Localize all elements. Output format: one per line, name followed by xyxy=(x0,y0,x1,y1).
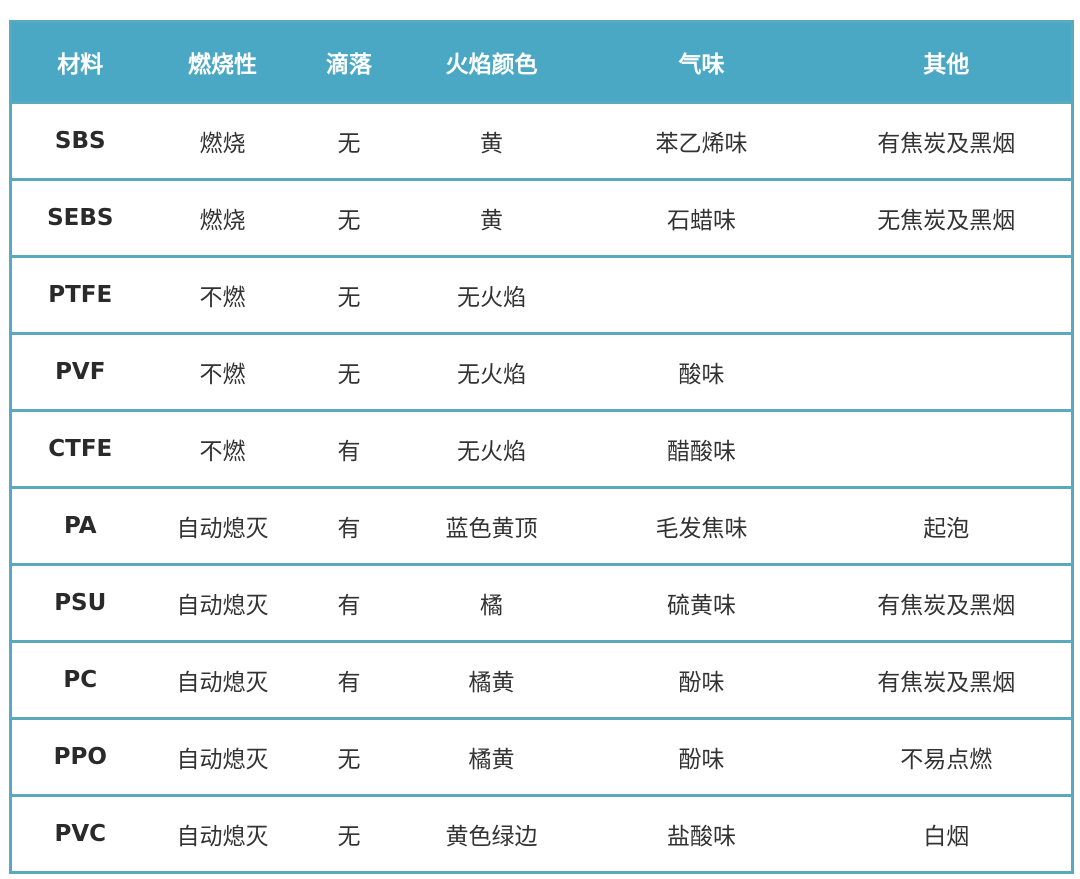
cell-dripping: 有 xyxy=(296,409,402,488)
cell-material: PPO xyxy=(10,717,149,796)
cell-material: PVC xyxy=(10,794,149,873)
cell-other: 有焦炭及黑烟 xyxy=(821,640,1073,719)
cell-material: SBS xyxy=(10,101,149,180)
cell-other: 白烟 xyxy=(821,794,1073,873)
column-header-flame-color: 火焰颜色 xyxy=(401,21,582,103)
table-row: PTFE 不燃无无火焰 xyxy=(10,255,1073,334)
cell-material: SEBS xyxy=(10,178,149,257)
table-row: PSU 自动熄灭有橘硫黄味 有焦炭及黑烟 xyxy=(10,563,1073,642)
cell-flame-color: 黄 xyxy=(401,101,582,180)
cell-odor: 石蜡味 xyxy=(581,178,822,257)
cell-flame-color: 无火焰 xyxy=(401,332,582,411)
cell-other: 有焦炭及黑烟 xyxy=(821,563,1073,642)
cell-dripping: 无 xyxy=(296,101,402,180)
cell-dripping: 无 xyxy=(296,332,402,411)
cell-flammability: 燃烧 xyxy=(148,101,297,180)
cell-other: 起泡 xyxy=(821,486,1073,565)
cell-flame-color: 黄色绿边 xyxy=(401,794,582,873)
cell-odor: 醋酸味 xyxy=(581,409,822,488)
column-header-other: 其他 xyxy=(821,21,1073,103)
cell-flame-color: 无火焰 xyxy=(401,409,582,488)
column-header-dripping: 滴落 xyxy=(296,21,402,103)
cell-flammability: 燃烧 xyxy=(148,178,297,257)
cell-other: 有焦炭及黑烟 xyxy=(821,101,1073,180)
table-row: PVF 不燃无无火焰 酸味 xyxy=(10,332,1073,411)
cell-flammability: 自动熄灭 xyxy=(148,563,297,642)
column-header-odor: 气味 xyxy=(581,21,822,103)
table-row: PVC 自动熄灭无黄色绿边 盐酸味 白烟 xyxy=(10,794,1073,873)
cell-dripping: 有 xyxy=(296,640,402,719)
table-row: SEBS 燃烧无黄石蜡味 无焦炭及黑烟 xyxy=(10,178,1073,257)
table-row: PC 自动熄灭有橘黄 酚味 有焦炭及黑烟 xyxy=(10,640,1073,719)
cell-flame-color: 无火焰 xyxy=(401,255,582,334)
cell-flammability: 不燃 xyxy=(148,409,297,488)
cell-other xyxy=(821,255,1073,334)
cell-material: PVF xyxy=(10,332,149,411)
cell-material: PC xyxy=(10,640,149,719)
cell-odor: 酚味 xyxy=(581,717,822,796)
cell-other xyxy=(821,409,1073,488)
table-row: CTFE 不燃有无火焰 醋酸味 xyxy=(10,409,1073,488)
cell-material: CTFE xyxy=(10,409,149,488)
table-row: PA 自动熄灭有蓝色黄顶 毛发焦味 起泡 xyxy=(10,486,1073,565)
cell-flame-color: 蓝色黄顶 xyxy=(401,486,582,565)
cell-flammability: 不燃 xyxy=(148,332,297,411)
cell-dripping: 无 xyxy=(296,255,402,334)
cell-flammability: 自动熄灭 xyxy=(148,794,297,873)
table-row: SBS 燃烧无黄苯乙烯味 有焦炭及黑烟 xyxy=(10,101,1073,180)
cell-dripping: 有 xyxy=(296,563,402,642)
cell-other: 无焦炭及黑烟 xyxy=(821,178,1073,257)
column-header-flammability: 燃烧性 xyxy=(148,21,297,103)
cell-flammability: 自动熄灭 xyxy=(148,486,297,565)
cell-other xyxy=(821,332,1073,411)
column-header-material: 材料 xyxy=(10,21,149,103)
cell-material: PTFE xyxy=(10,255,149,334)
cell-other: 不易点燃 xyxy=(821,717,1073,796)
cell-flame-color: 橘 xyxy=(401,563,582,642)
cell-flammability: 自动熄灭 xyxy=(148,640,297,719)
cell-dripping: 无 xyxy=(296,717,402,796)
cell-material: PSU xyxy=(10,563,149,642)
cell-dripping: 无 xyxy=(296,178,402,257)
cell-flame-color: 橘黄 xyxy=(401,640,582,719)
material-burning-table: 材料 燃烧性 滴落 火焰颜色 气味 其他 SBS 燃烧无黄苯乙烯味 有焦炭及黑烟 SEBS 燃烧无… xyxy=(9,20,1074,874)
cell-odor: 苯乙烯味 xyxy=(581,101,822,180)
cell-flame-color: 黄 xyxy=(401,178,582,257)
cell-odor: 酚味 xyxy=(581,640,822,719)
cell-dripping: 无 xyxy=(296,794,402,873)
cell-odor: 毛发焦味 xyxy=(581,486,822,565)
cell-flammability: 不燃 xyxy=(148,255,297,334)
cell-odor: 硫黄味 xyxy=(581,563,822,642)
table-row: PPO 自动熄灭无橘黄 酚味 不易点燃 xyxy=(10,717,1073,796)
cell-material: PA xyxy=(10,486,149,565)
header-row: 材料 燃烧性 滴落 火焰颜色 气味 其他 xyxy=(10,21,1073,103)
cell-dripping: 有 xyxy=(296,486,402,565)
cell-odor: 酸味 xyxy=(581,332,822,411)
cell-flame-color: 橘黄 xyxy=(401,717,582,796)
cell-flammability: 自动熄灭 xyxy=(148,717,297,796)
cell-odor: 盐酸味 xyxy=(581,794,822,873)
cell-odor xyxy=(581,255,822,334)
